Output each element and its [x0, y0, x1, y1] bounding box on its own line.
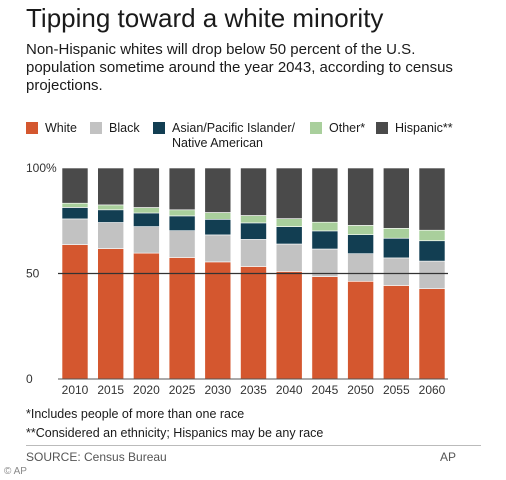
bar-segment-2025-3	[168, 209, 196, 217]
bar-segment-2020-0	[133, 252, 160, 380]
legend-label-black: Black	[109, 121, 140, 135]
x-tick-label-2060: 2060	[419, 383, 446, 397]
bar-segment-2020-3	[133, 207, 160, 214]
watermark-text: © AP	[4, 466, 27, 477]
bar-segment-2030-2	[204, 219, 232, 236]
x-tick-label-2010: 2010	[62, 383, 89, 397]
bar-segment-2035-4	[240, 167, 267, 216]
bar-segment-2060-2	[418, 240, 446, 262]
bar-segment-2030-0	[204, 261, 232, 380]
bar-segment-2040-3	[275, 218, 303, 227]
chart-subtitle: Non-Hispanic whites will drop below 50 p…	[26, 41, 453, 94]
bar-segment-2055-4	[382, 167, 410, 229]
credit-text: AP	[440, 450, 457, 464]
bar-segment-2040-2	[275, 226, 303, 245]
bar-segment-2025-0	[168, 257, 196, 380]
x-tick-label-2025: 2025	[169, 383, 196, 397]
bar-segment-2010-3	[61, 202, 89, 208]
y-tick-label-100: 100%	[26, 161, 57, 175]
bar-segment-2035-2	[240, 222, 267, 240]
stacked-bar-chart: 2010 2015 2020 2025 2030 2035 2040 2045 2050 2055…	[26, 161, 448, 397]
bar-segment-2050-4	[347, 167, 374, 226]
bar-segment-2040-1	[275, 243, 303, 272]
source-text: SOURCE: Census Bureau	[26, 450, 167, 464]
bar-segment-2040-0	[275, 271, 303, 380]
bar-segment-2010-1	[61, 218, 89, 245]
bar-segment-2015-4	[97, 167, 124, 206]
bar-segment-2010-0	[61, 244, 89, 380]
x-tick-label-2045: 2045	[312, 383, 339, 397]
bar-segment-2060-3	[418, 229, 446, 241]
bar-segment-2040-4	[275, 167, 303, 219]
bar-segment-2055-2	[382, 238, 410, 259]
bar-segment-2030-4	[204, 167, 232, 213]
legend-swatch-asian	[153, 122, 165, 134]
bar-segment-2045-1	[311, 248, 339, 277]
x-tick-label-2035: 2035	[240, 383, 267, 397]
bar-segment-2060-1	[418, 260, 446, 289]
legend-label-asian: Asian/Pacific Islander/ Native American	[172, 121, 295, 150]
bar-segment-2015-2	[97, 209, 124, 223]
bar-segment-2020-1	[133, 226, 160, 254]
bars-group	[61, 167, 446, 380]
legend-label-white: White	[45, 121, 77, 135]
bar-segment-2050-3	[347, 225, 374, 236]
axis-group: 2010 2015 2020 2025 2030 2035 2040 2045 2050 2055…	[26, 161, 448, 397]
footnote-hispanic: **Considered an ethnicity; Hispanics may…	[26, 426, 324, 440]
bar-segment-2025-4	[168, 167, 196, 211]
bar-segment-2015-3	[97, 204, 124, 211]
legend-swatch-black	[90, 122, 102, 134]
bar-segment-2045-2	[311, 230, 339, 250]
footer-divider	[26, 445, 481, 446]
bar-segment-2015-1	[97, 222, 124, 249]
legend-swatch-hispanic	[376, 122, 388, 134]
x-tick-label-2020: 2020	[133, 383, 160, 397]
chart-title: Tipping toward a white minority	[26, 3, 384, 33]
legend-label-hispanic: Hispanic**	[395, 121, 453, 135]
bar-segment-2035-3	[240, 215, 267, 224]
x-tick-label-2015: 2015	[97, 383, 124, 397]
bar-segment-2045-3	[311, 221, 339, 232]
footnote-other: *Includes people of more than one race	[26, 407, 245, 421]
bar-segment-2010-2	[61, 207, 89, 220]
x-tick-label-2030: 2030	[204, 383, 231, 397]
y-tick-label-0: 0	[26, 372, 33, 386]
y-tick-label-50: 50	[26, 267, 40, 281]
bar-segment-2025-1	[168, 230, 196, 258]
legend-label-other: Other*	[329, 121, 366, 135]
bar-segment-2030-3	[204, 212, 232, 220]
bar-segment-2035-1	[240, 239, 267, 267]
bar-segment-2060-0	[418, 288, 446, 380]
x-tick-label-2055: 2055	[383, 383, 410, 397]
bar-segment-2035-0	[240, 266, 267, 380]
bar-segment-2045-4	[311, 167, 339, 223]
legend-swatch-other	[310, 122, 322, 134]
bar-segment-2045-0	[311, 276, 339, 380]
bar-segment-2010-4	[61, 167, 89, 204]
legend-swatch-white	[26, 122, 38, 134]
bar-segment-2060-4	[418, 167, 446, 231]
bar-segment-2025-2	[168, 215, 196, 232]
bar-segment-2050-0	[347, 281, 374, 380]
bar-segment-2055-0	[382, 285, 410, 380]
bar-segment-2050-2	[347, 234, 374, 254]
bar-segment-2020-4	[133, 167, 160, 208]
bar-segment-2055-3	[382, 228, 410, 239]
bar-segment-2055-1	[382, 257, 410, 286]
x-tick-label-2040: 2040	[276, 383, 303, 397]
bar-segment-2050-1	[347, 253, 374, 282]
bar-segment-2015-0	[97, 248, 124, 380]
bar-segment-2020-2	[133, 212, 160, 227]
bar-segment-2030-1	[204, 234, 232, 263]
x-tick-label-2050: 2050	[347, 383, 374, 397]
